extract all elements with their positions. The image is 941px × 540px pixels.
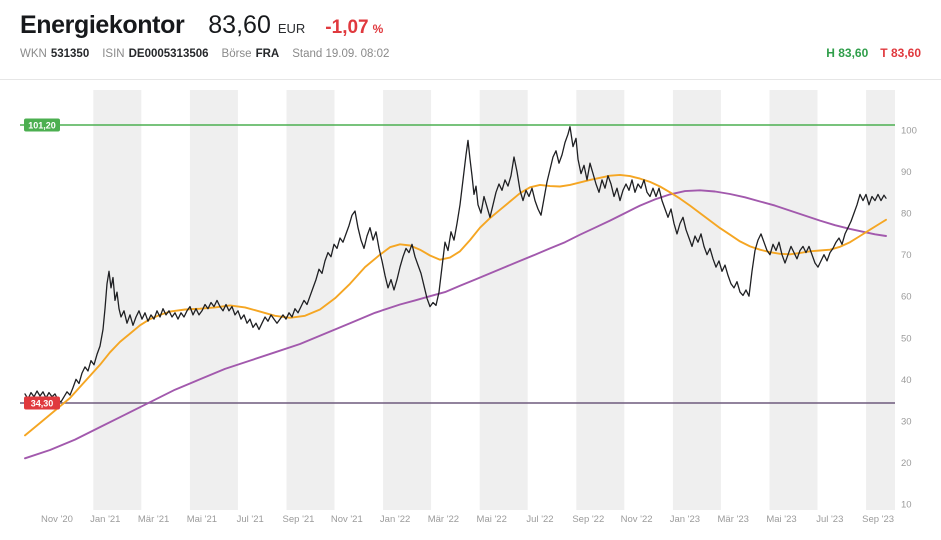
meta-row: WKN 531350 ISIN DE0005313506 Börse FRA S…: [20, 46, 921, 60]
low-badge-bg: [24, 396, 60, 410]
high-badge-bg: [24, 118, 60, 132]
zebra-band: [769, 90, 818, 510]
x-tick-label: Mai '22: [477, 514, 507, 525]
x-tick-label: Mär '21: [138, 514, 169, 525]
y-tick-label: 50: [901, 333, 912, 344]
y-tick-label: 30: [901, 416, 912, 427]
price-chart[interactable]: 101,20 34,30 100 90 80 70 60 50 40 30 20 10 Nov '20 J…: [0, 80, 941, 535]
price-line: [24, 126, 887, 403]
current-price: 83,60: [208, 11, 271, 39]
wkn-label: WKN: [20, 48, 47, 60]
x-tick-label: Sep '22: [572, 514, 604, 525]
zebra-band: [866, 90, 895, 510]
y-tick-label: 100: [901, 126, 917, 137]
y-tick-label: 60: [901, 292, 912, 303]
zebra-band: [286, 90, 335, 510]
high-badge: 101,20: [24, 118, 60, 132]
isin-value: DE0005313506: [128, 48, 209, 60]
x-tick-label: Mai '23: [766, 514, 796, 525]
day-high-value: 83,60: [838, 46, 869, 60]
x-tick-label: Mai '21: [187, 514, 217, 525]
zebra-band: [383, 90, 432, 510]
y-tick-label: 70: [901, 250, 912, 261]
x-tick-label: Sep '21: [283, 514, 315, 525]
change-percent: -1,07: [325, 17, 369, 38]
zebra-band: [672, 90, 721, 510]
x-tick-label: Jul '23: [816, 514, 843, 525]
day-high-label: H: [826, 46, 835, 60]
high-badge-text: 101,20: [28, 121, 56, 131]
y-tick-label: 10: [901, 500, 912, 511]
x-tick-label: Jan '23: [670, 514, 700, 525]
ma-fast-line: [24, 173, 887, 437]
x-tick-label: Sep '23: [862, 514, 894, 525]
header: Energiekontor 83,60 EUR -1,07 % WKN 5313…: [0, 0, 941, 80]
title-row: Energiekontor 83,60 EUR -1,07 %: [20, 11, 921, 40]
x-tick-label: Jan '21: [90, 514, 120, 525]
percent-sign: %: [372, 22, 384, 36]
x-tick-label: Jan '22: [380, 514, 410, 525]
day-low: T 83,60: [880, 46, 921, 60]
x-tick-label: Nov '21: [331, 514, 363, 525]
instrument-name: Energiekontor: [20, 11, 185, 39]
x-tick-label: Jul '21: [237, 514, 264, 525]
wkn-value: 531350: [50, 48, 90, 60]
chart-area[interactable]: 101,20 34,30 100 90 80 70 60 50 40 30 20 10 Nov '20 J…: [0, 80, 941, 535]
isin-label: ISIN: [102, 48, 125, 60]
day-high: H 83,60: [826, 46, 868, 60]
zebra-bands: [93, 90, 895, 510]
zebra-band: [479, 90, 528, 510]
low-badge-text: 34,30: [31, 399, 54, 409]
low-badge: 34,30: [24, 396, 60, 410]
x-axis-labels: Nov '20 Jan '21 Mär '21 Mai '21 Jul '21 Sep '…: [41, 514, 894, 525]
day-low-value: 83,60: [890, 46, 921, 60]
y-tick-label: 90: [901, 167, 912, 178]
y-tick-label: 40: [901, 375, 912, 386]
x-tick-label: Mär '23: [718, 514, 749, 525]
y-axis-labels: 100 90 80 70 60 50 40 30 20 10: [901, 126, 917, 511]
ma-slow-line: [24, 189, 887, 460]
x-tick-label: Jul '22: [526, 514, 553, 525]
currency-label: EUR: [277, 21, 306, 36]
x-tick-label: Mär '22: [428, 514, 459, 525]
zebra-band: [189, 90, 238, 510]
day-low-label: T: [880, 46, 888, 60]
exchange-label: Börse: [221, 48, 252, 60]
y-tick-label: 20: [901, 458, 912, 469]
y-tick-label: 80: [901, 209, 912, 220]
quote-timestamp: Stand 19.09. 08:02: [292, 48, 390, 60]
exchange-value: FRA: [255, 48, 280, 60]
zebra-band: [576, 90, 625, 510]
x-tick-label: Nov '20: [41, 514, 73, 525]
x-tick-label: Nov '22: [621, 514, 653, 525]
